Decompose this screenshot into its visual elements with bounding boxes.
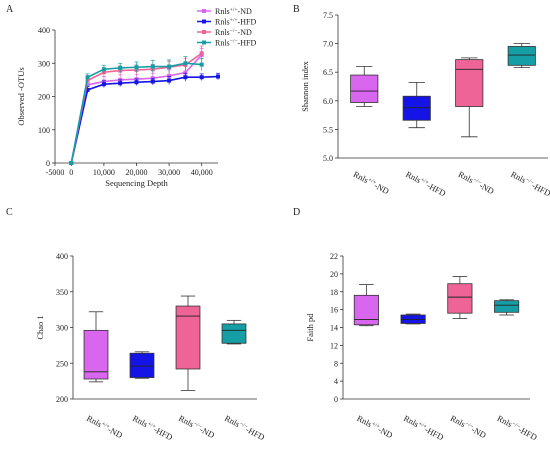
y-tick-label: 4 — [334, 377, 338, 386]
data-point — [167, 78, 172, 83]
y-tick-label: 0 — [46, 159, 50, 168]
y-tick-label: 100 — [38, 126, 50, 135]
y-tick-label: 18 — [330, 288, 338, 297]
box — [350, 74, 379, 103]
y-axis-label: Chao 1 — [35, 315, 45, 339]
x-tick-label: 0 — [69, 168, 73, 177]
box — [353, 294, 379, 326]
x-tick-label: Rnls−/−-HFD — [509, 169, 550, 198]
y-tick-label: 5.5 — [323, 125, 333, 134]
data-point — [118, 81, 123, 86]
y-tick-label: 200 — [38, 93, 50, 102]
box — [507, 46, 536, 66]
legend-entry: Rnls+/+-HFD — [215, 18, 256, 27]
y-tick-label: 300 — [38, 59, 50, 68]
box — [221, 323, 247, 344]
x-tick-label: Rnls+/+-HFD — [402, 413, 445, 442]
data-point — [199, 51, 204, 56]
data-point — [118, 65, 123, 70]
x-tick-label: 30,000 — [158, 168, 180, 177]
y-tick-label: 6.0 — [323, 97, 333, 106]
legend-swatch-marker — [202, 9, 206, 13]
y-tick-label: 300 — [56, 324, 68, 333]
x-tick-label: 10,000 — [93, 168, 115, 177]
legend-swatch-marker — [202, 40, 206, 45]
data-point — [199, 62, 204, 67]
data-point — [183, 61, 188, 66]
y-tick-label: 16 — [330, 306, 338, 315]
panel-label-a: A — [6, 4, 14, 15]
x-tick-label: Rnls−/−-ND — [449, 413, 488, 440]
x-tick-label: Rnls+/+-HFD — [404, 169, 447, 198]
box — [83, 329, 109, 380]
box — [129, 352, 155, 378]
legend-swatch-marker — [202, 19, 206, 24]
data-point — [85, 75, 90, 80]
y-tick-label: 6.5 — [323, 68, 333, 77]
data-point — [134, 80, 139, 85]
x-tick-label: Rnls+/+-HFD — [131, 413, 174, 442]
legend-swatch-marker — [202, 30, 206, 34]
y-tick-label: 8 — [334, 359, 338, 368]
y-tick-label: 400 — [38, 26, 50, 35]
box — [175, 305, 201, 370]
x-tick-label: Rnls+/+-ND — [352, 169, 391, 196]
y-tick-label: 0 — [334, 395, 338, 404]
data-point — [85, 87, 90, 92]
panel-label-c: C — [6, 207, 13, 218]
y-tick-label: 7.5 — [323, 11, 333, 20]
data-point — [150, 64, 155, 69]
y-tick-label: 350 — [56, 288, 68, 297]
data-point — [101, 82, 106, 87]
box — [447, 283, 473, 314]
data-point — [167, 64, 172, 69]
y-axis-label: Shannon index — [300, 60, 310, 112]
x-tick-label: -5000 — [46, 168, 65, 177]
panel-label-b: B — [293, 4, 300, 15]
y-axis-label: Observed -OTUs — [16, 67, 26, 125]
panel-d-box-plot: 0 4 8 12 14 16 18 20 22 Faith pd Rnls+/+-ND Rnls+/+… — [305, 252, 539, 442]
y-tick-label: 400 — [56, 252, 68, 261]
x-tick-label: Rnls+/+-ND — [85, 413, 124, 440]
y-tick-label: 200 — [56, 395, 68, 404]
x-axis-label: Sequencing Depth — [105, 178, 168, 188]
x-tick-label: 40,000 — [191, 168, 213, 177]
x-tick-label: Rnls−/−-HFD — [496, 413, 539, 442]
data-point — [199, 75, 204, 80]
box — [455, 59, 484, 107]
x-tick-label: Rnls+/+-ND — [355, 413, 394, 440]
panel-c-box-plot: 200 250 300 350 400 Chao 1 Rnls+/+-ND Rnls+/+-H… — [35, 252, 266, 442]
panel-b-box-plot: 5.0 5.5 6.0 6.5 7.0 7.5 Shannon index Rnls+/+-N… — [300, 11, 550, 198]
y-tick-label: 14 — [330, 324, 338, 333]
legend-entry: Rnls+/+-ND — [215, 7, 252, 16]
data-point — [134, 65, 139, 70]
y-tick-label: 5.0 — [323, 154, 333, 163]
y-tick-label: 20 — [330, 270, 338, 279]
data-point — [85, 82, 90, 87]
box — [402, 95, 431, 121]
panel-label-d: D — [293, 207, 300, 218]
box — [494, 300, 520, 313]
data-point — [167, 73, 172, 78]
y-tick-label: 250 — [56, 359, 68, 368]
data-point — [183, 70, 188, 75]
data-point — [183, 75, 188, 80]
x-tick-label: Rnls−/−-ND — [457, 169, 496, 196]
x-tick-label: Rnls−/−-HFD — [223, 413, 266, 442]
data-point — [101, 67, 106, 72]
y-tick-label: 7.0 — [323, 40, 333, 49]
series-line — [70, 75, 219, 164]
x-tick-label: 20,000 — [126, 168, 148, 177]
y-tick-label: 12 — [330, 341, 338, 350]
data-point — [150, 79, 155, 84]
y-axis-label: Faith pd — [305, 313, 315, 342]
data-point — [69, 161, 74, 165]
legend-entry: Rnls−/−-ND — [215, 28, 252, 37]
x-tick-label: Rnls−/−-ND — [177, 413, 216, 440]
y-tick-label: 22 — [330, 252, 338, 261]
data-point — [216, 74, 220, 79]
legend-entry: Rnls−/−-HFD — [215, 39, 256, 48]
